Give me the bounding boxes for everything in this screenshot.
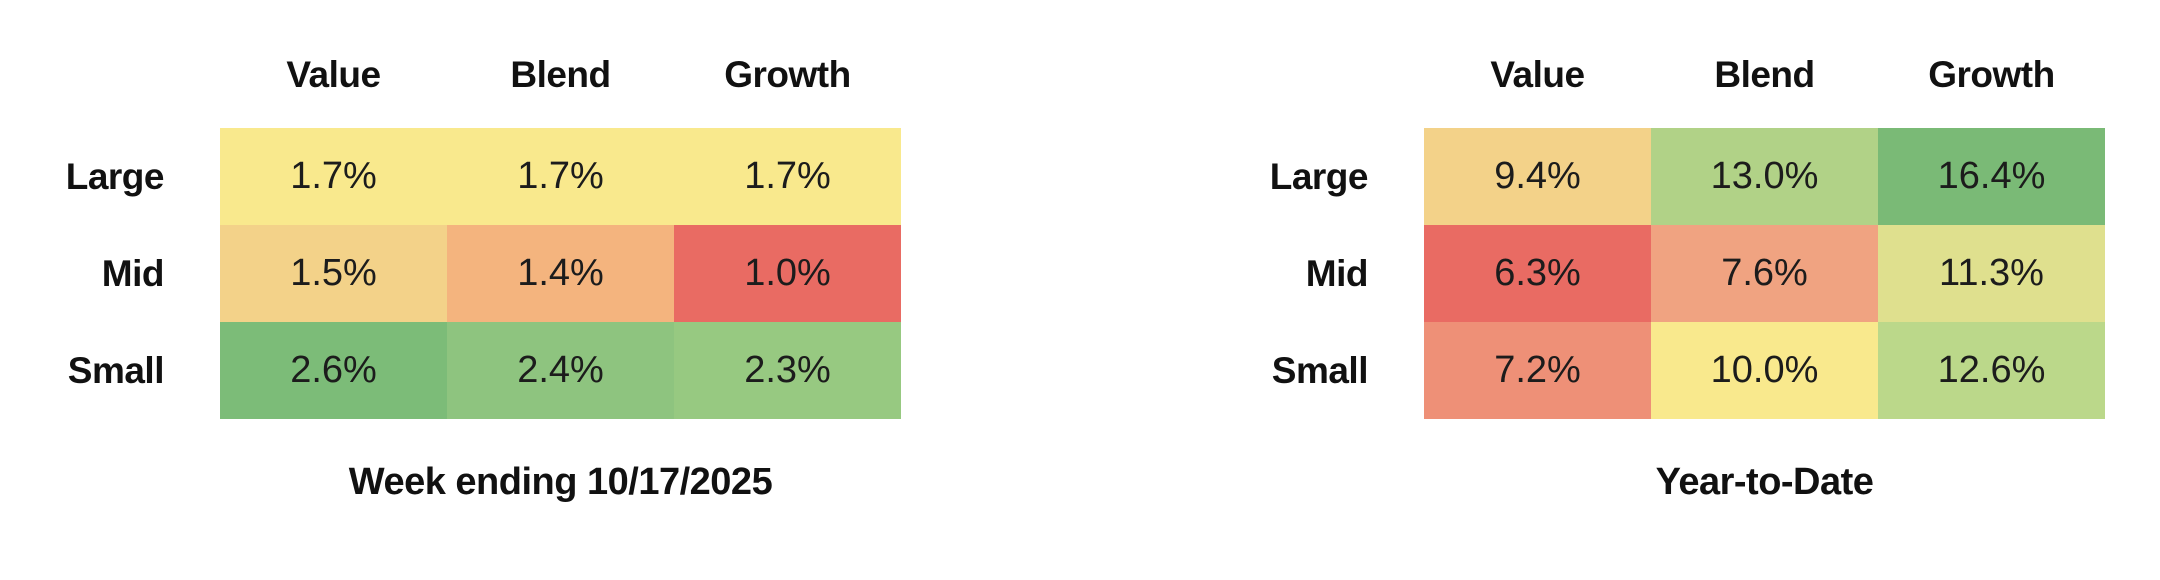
heatmap-cell-mid-value: 1.5% bbox=[220, 225, 447, 322]
heatmap-grid-ytd: Value Blend Growth Large 9.4% 13.0% 16.4… bbox=[1244, 36, 2105, 419]
heatmap-cell-small-blend: 10.0% bbox=[1651, 322, 1878, 419]
row-label-small: Small bbox=[1271, 349, 1369, 391]
heatmap-cell-large-value: 9.4% bbox=[1424, 128, 1651, 225]
heatmap-cell-small-blend: 2.4% bbox=[447, 322, 674, 419]
column-header-blend: Blend bbox=[1714, 54, 1815, 95]
heatmap-grid-weekly: Value Blend Growth Large 1.7% 1.7% 1.7% … bbox=[40, 36, 901, 419]
table-caption-ytd: Year-to-Date bbox=[1655, 461, 1874, 503]
column-header-value: Value bbox=[1490, 54, 1585, 95]
heatmap-cell-small-value: 2.6% bbox=[220, 322, 447, 419]
heatmap-cell-small-value: 7.2% bbox=[1424, 322, 1651, 419]
corner-spacer bbox=[40, 36, 220, 128]
style-box-ytd: Value Blend Growth Large 9.4% 13.0% 16.4… bbox=[1244, 36, 2105, 504]
column-header-blend: Blend bbox=[510, 54, 611, 95]
style-box-weekly: Value Blend Growth Large 1.7% 1.7% 1.7% … bbox=[40, 36, 901, 504]
corner-spacer bbox=[1244, 36, 1424, 128]
table-caption-weekly: Week ending 10/17/2025 bbox=[348, 461, 773, 503]
heatmap-cell-mid-growth: 1.0% bbox=[674, 225, 901, 322]
heatmap-cell-mid-growth: 11.3% bbox=[1878, 225, 2105, 322]
heatmap-cell-large-growth: 16.4% bbox=[1878, 128, 2105, 225]
row-label-large: Large bbox=[1269, 155, 1369, 197]
heatmap-cell-mid-blend: 1.4% bbox=[447, 225, 674, 322]
heatmap-cell-large-value: 1.7% bbox=[220, 128, 447, 225]
heatmap-cell-small-growth: 2.3% bbox=[674, 322, 901, 419]
row-label-mid: Mid bbox=[101, 252, 165, 294]
column-header-growth: Growth bbox=[1928, 54, 2055, 95]
heatmap-cell-small-growth: 12.6% bbox=[1878, 322, 2105, 419]
row-label-large: Large bbox=[65, 155, 165, 197]
row-label-small: Small bbox=[67, 349, 165, 391]
heatmap-cell-large-growth: 1.7% bbox=[674, 128, 901, 225]
heatmap-cell-large-blend: 1.7% bbox=[447, 128, 674, 225]
row-label-mid: Mid bbox=[1305, 252, 1369, 294]
heatmap-cell-large-blend: 13.0% bbox=[1651, 128, 1878, 225]
heatmap-cell-mid-blend: 7.6% bbox=[1651, 225, 1878, 322]
column-header-growth: Growth bbox=[724, 54, 851, 95]
column-header-value: Value bbox=[286, 54, 381, 95]
heatmap-cell-mid-value: 6.3% bbox=[1424, 225, 1651, 322]
